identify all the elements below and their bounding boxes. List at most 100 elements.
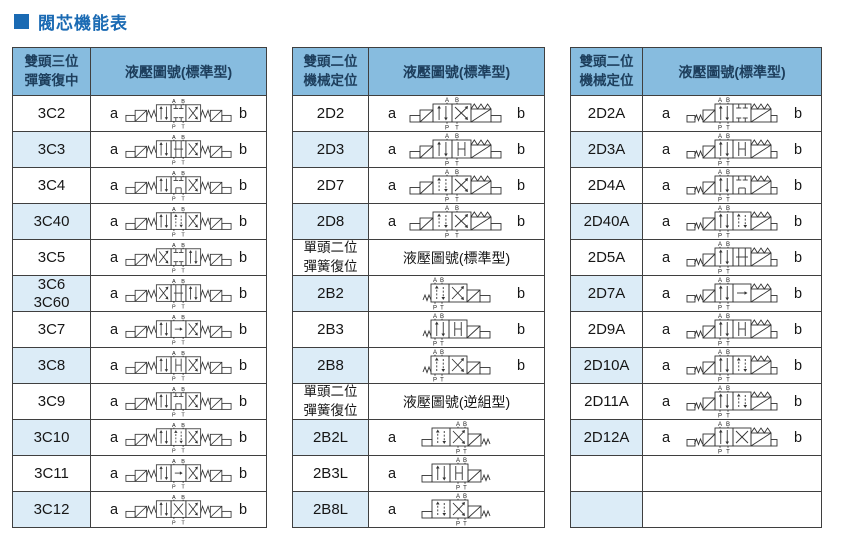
port-label-b: b [238, 429, 248, 446]
svg-text:T: T [455, 125, 459, 131]
svg-text:P: P [432, 377, 436, 383]
table-header-type: 雙頭二位 機械定位 [571, 48, 643, 95]
svg-text:B: B [462, 494, 466, 500]
svg-text:B: B [454, 206, 458, 212]
spool-code-cell: 3C10 [13, 420, 91, 455]
spool-code: 3C9 [37, 392, 66, 410]
table-header-type: 雙頭二位 機械定位 [293, 48, 369, 95]
spool-code-cell: 2D9A [571, 312, 643, 347]
svg-text:P: P [455, 485, 459, 491]
svg-text:P: P [172, 448, 176, 454]
port-label-a: a [109, 249, 119, 266]
svg-text:T: T [181, 412, 185, 418]
spool-code-cell: 3C8 [13, 348, 91, 383]
svg-text:B: B [181, 170, 185, 176]
port-label-b: b [516, 177, 526, 194]
svg-text:T: T [181, 124, 185, 130]
spool-code: 2D2 [316, 104, 345, 122]
svg-text:T: T [463, 485, 467, 491]
valve-symbol-icon: A BP T [409, 170, 501, 203]
port-label-b: b [793, 393, 803, 410]
table-header-type-line: 雙頭三位 [24, 54, 79, 70]
spool-code: 2B2 [317, 284, 344, 302]
svg-text:P: P [718, 269, 722, 275]
valve-symbol-icon: A BP T [125, 494, 232, 526]
table-subheader-row: 單頭二位 彈簧復位 液壓圖號(逆組型) [293, 383, 544, 419]
svg-text:A: A [172, 170, 176, 176]
table-row: 2B8L a A B P T [293, 491, 544, 527]
valve-symbol-icon: A BP T [422, 350, 490, 383]
svg-text:A: A [172, 386, 176, 392]
spool-code: 3C8 [37, 356, 66, 374]
spool-code: 3C3 [37, 140, 66, 158]
spool-code: 3C6 [37, 276, 66, 294]
svg-text:T: T [440, 341, 444, 347]
valve-symbol-icon: A BP T [686, 98, 778, 131]
svg-text:T: T [181, 376, 185, 382]
table-subheader-type: 單頭二位 彈簧復位 [293, 240, 369, 275]
svg-text:P: P [432, 341, 436, 347]
svg-text:T: T [726, 413, 730, 419]
port-label-a: a [109, 501, 119, 518]
svg-text:P: P [718, 413, 722, 419]
spool-code-cell: 2B3 [293, 312, 369, 347]
spool-code: 3C11 [34, 464, 69, 482]
svg-text:T: T [181, 304, 185, 310]
svg-text:P: P [172, 124, 176, 130]
valve-symbol-icon: A BP T [125, 134, 232, 166]
svg-text:T: T [181, 160, 185, 166]
port-label-a: a [661, 285, 671, 302]
port-label-a: a [387, 141, 397, 158]
table-row [571, 491, 821, 527]
svg-text:A: A [172, 458, 176, 464]
port-label-b: b [516, 141, 526, 158]
svg-text:A: A [718, 98, 722, 104]
port-label-a: a [387, 177, 397, 194]
port-label-a: a [109, 285, 119, 302]
table-header-row: 雙頭三位 彈簧復中 液壓圖號(標準型) [13, 48, 266, 95]
table-header-type-line: 彈簧復中 [24, 72, 79, 88]
svg-text:B: B [181, 242, 185, 248]
spool-code: 2D11A [584, 392, 629, 410]
valve-symbol-icon: A BP T [409, 134, 501, 167]
spool-code-cell: 2D7A [571, 276, 643, 311]
spool-code-cell: 2D3 [293, 132, 369, 167]
valve-symbol-icon: A BP T [422, 278, 490, 311]
spool-code: 3C5 [37, 248, 66, 266]
valve-symbol-icon: A BP T [686, 422, 778, 455]
port-label-b: b [238, 213, 248, 230]
spool-code: 2D4A [587, 176, 626, 194]
spool-code-cell: 2D2 [293, 96, 369, 131]
title-bullet-icon [14, 14, 29, 29]
spool-code-cell: 2D11A [571, 384, 643, 419]
spool-code: 3C60 [33, 293, 70, 311]
port-label-a: a [387, 429, 397, 446]
